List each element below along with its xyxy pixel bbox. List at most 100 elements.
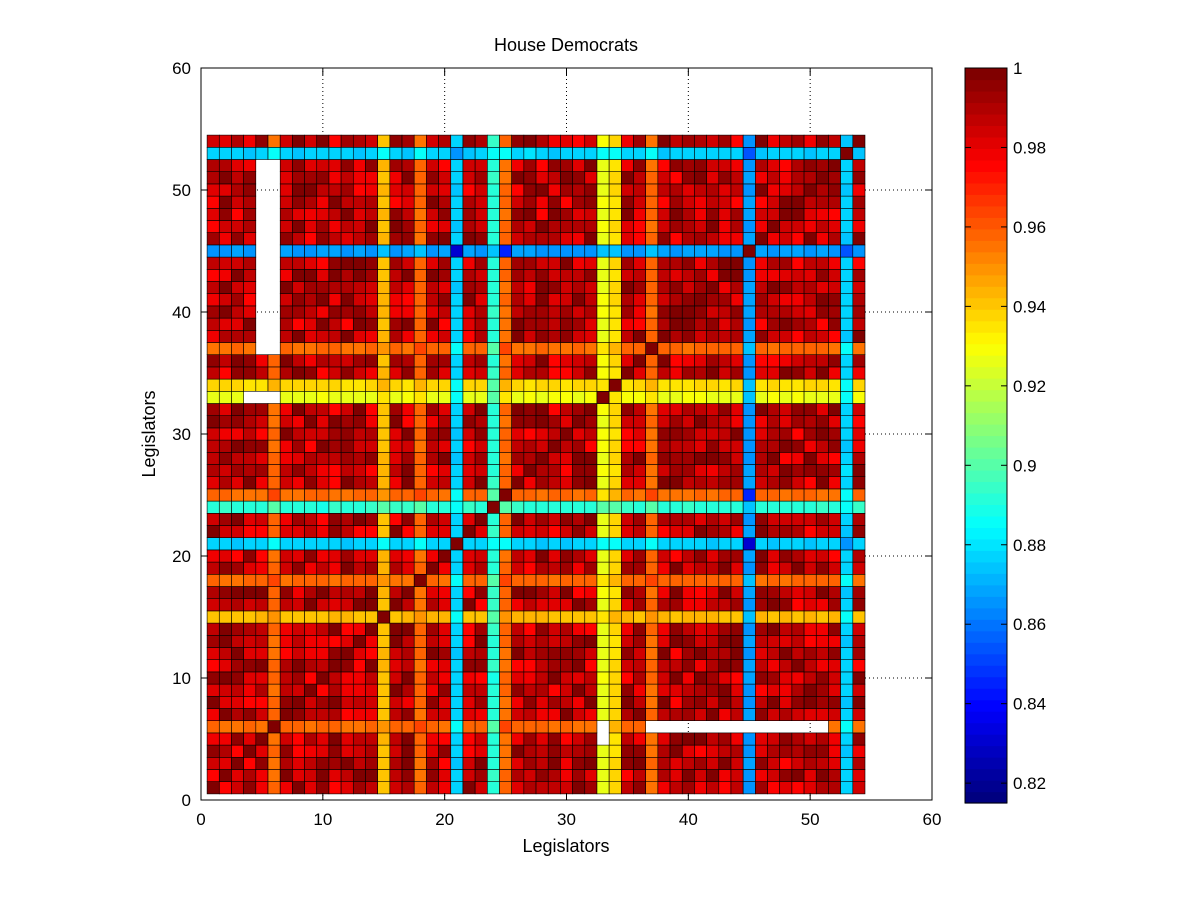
heatmap-cell [803,183,817,197]
heatmap-cell [681,476,695,490]
heatmap-cell [206,732,220,746]
heatmap-cell [596,159,610,172]
heatmap-cell [511,220,525,233]
heatmap-cell [803,586,817,599]
heatmap-cell [535,561,549,575]
heatmap-cell [718,208,732,221]
heatmap-cell [633,220,646,233]
heatmap-cell [681,403,695,416]
heatmap-cell [487,769,500,782]
heatmap-cell [547,464,561,477]
heatmap-cell [815,342,829,355]
heatmap-cell [450,427,464,441]
heatmap-cell [791,549,805,563]
heatmap-cell [377,244,391,258]
heatmap-cell [328,476,342,490]
heatmap-cell [401,769,415,782]
heatmap-cell [803,671,817,685]
heatmap-cell [535,256,549,270]
heatmap-cell [621,586,634,599]
heatmap-cell [389,561,403,575]
heatmap-cell [487,451,500,465]
heatmap-cell [706,256,720,270]
heatmap-cell [499,647,512,660]
heatmap-cell [645,695,659,709]
heatmap-cell [840,464,854,477]
heatmap-cell [633,573,646,587]
heatmap-cell [584,232,598,246]
heatmap-cell [584,756,598,770]
heatmap-cell [852,683,866,697]
heatmap-cell [547,366,561,380]
heatmap-cell [706,683,720,697]
colorbar-segment [965,320,1007,333]
heatmap-cell [267,744,281,758]
heatmap-cell [352,220,366,233]
heatmap-cell [450,329,464,343]
heatmap-cell [584,659,598,673]
heatmap-cell [304,512,318,526]
heatmap-cell [779,208,793,221]
heatmap-cell [487,671,500,685]
heatmap-cell [815,159,829,172]
heatmap-cell [206,415,220,429]
heatmap-cell [377,647,391,660]
heatmap-cell [316,476,330,490]
heatmap-cell [633,183,646,197]
heatmap-cell [474,464,488,477]
heatmap-cell [279,451,293,465]
heatmap-cell [316,378,330,392]
heatmap-cell [840,659,854,673]
heatmap-cell [352,232,366,246]
heatmap-cell [657,744,671,758]
heatmap-cell [474,171,488,185]
heatmap-cell [523,183,537,197]
heatmap-cell [803,732,817,746]
heatmap-cell [718,268,732,282]
heatmap-cell [633,147,646,160]
heatmap-cell [645,329,659,343]
colorbar-segment [965,424,1007,437]
heatmap-cell [852,159,866,172]
heatmap-cell [608,756,622,770]
heatmap-cell [316,634,330,648]
heatmap-cell [560,171,573,185]
heatmap-cell [352,293,366,307]
heatmap-cell [328,451,342,465]
heatmap-cell [547,756,561,770]
heatmap-cell [535,683,549,697]
heatmap-cell [803,500,817,514]
heatmap-cell [657,476,671,490]
heatmap-cell [840,683,854,697]
heatmap-cell [608,708,622,721]
heatmap-cell [279,573,293,587]
heatmap-cell [755,317,768,331]
heatmap-cell [828,147,841,160]
heatmap-cell [755,659,768,673]
heatmap-cell [413,268,427,282]
heatmap-cell [377,598,391,612]
heatmap-cell [365,256,378,270]
heatmap-cell [755,744,768,758]
heatmap-cell [426,208,439,221]
heatmap-cell [852,781,866,795]
heatmap-cell [633,256,646,270]
heatmap-cell [621,647,634,660]
heatmap-cell [438,281,452,294]
heatmap-cell [474,305,488,319]
heatmap-cell [560,525,573,538]
heatmap-cell [547,329,561,343]
heatmap-cell [231,732,244,746]
heatmap-cell [279,220,293,233]
heatmap-cell [389,598,403,612]
heatmap-cell [206,744,220,758]
heatmap-cell [608,159,622,172]
heatmap-cell [852,708,866,721]
heatmap-cell [803,488,817,502]
heatmap-cell [316,512,330,526]
heatmap-cell [487,293,500,307]
heatmap-cell [767,598,781,612]
heatmap-cell [742,208,756,221]
heatmap-cell [730,317,744,331]
